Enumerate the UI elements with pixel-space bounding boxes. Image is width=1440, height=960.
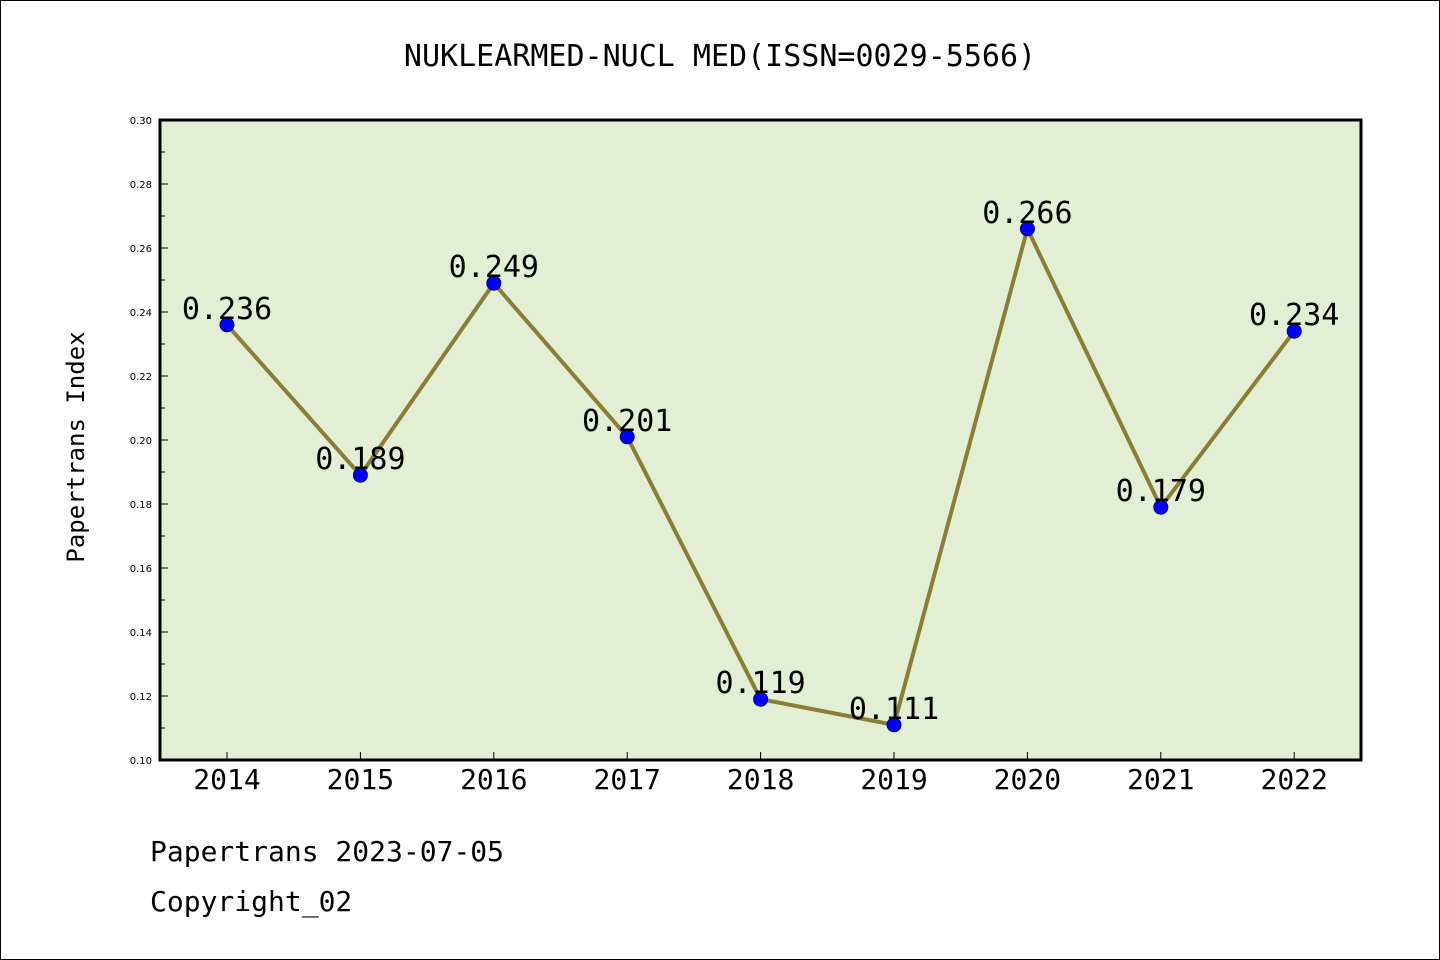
data-point-marker bbox=[619, 429, 635, 445]
series-layer bbox=[219, 221, 1302, 733]
y-tick-label: 0.12 bbox=[130, 692, 152, 703]
y-tick-label: 0.14 bbox=[130, 628, 152, 639]
data-label: 0.119 bbox=[715, 666, 805, 701]
data-label: 0.111 bbox=[849, 692, 939, 727]
y-axis-label: Papertrans Index bbox=[62, 331, 90, 562]
y-tick-label: 0.10 bbox=[130, 756, 152, 767]
plot-area bbox=[160, 120, 1361, 760]
x-tick-label: 2022 bbox=[1260, 763, 1327, 796]
y-axis-ticks: 0.10 0.12 0.14 0.16 0.18 0.20 0.22 0.24 0.26 0.28… bbox=[130, 116, 168, 767]
data-point-marker bbox=[1286, 323, 1302, 339]
x-tick-label: 2018 bbox=[727, 763, 794, 796]
data-point-marker bbox=[1153, 499, 1169, 515]
data-label: 0.189 bbox=[315, 442, 405, 477]
x-tick-label: 2021 bbox=[1127, 763, 1194, 796]
data-point-marker bbox=[753, 691, 769, 707]
data-label: 0.234 bbox=[1249, 298, 1339, 333]
x-tick-label: 2017 bbox=[593, 763, 660, 796]
x-tick-label: 2020 bbox=[994, 763, 1061, 796]
y-tick-label: 0.18 bbox=[130, 500, 152, 511]
y-tick-label: 0.30 bbox=[130, 116, 152, 127]
data-label: 0.201 bbox=[582, 404, 672, 439]
x-tick-label: 2019 bbox=[860, 763, 927, 796]
y-tick-label: 0.16 bbox=[130, 564, 152, 575]
data-point-marker bbox=[886, 717, 902, 733]
data-point-marker bbox=[219, 317, 235, 333]
footer-copyright: Copyright_02 bbox=[150, 885, 353, 918]
plot-border bbox=[158, 118, 1363, 762]
y-tick-label: 0.20 bbox=[130, 436, 152, 447]
data-label: 0.179 bbox=[1116, 474, 1206, 509]
data-label: 0.249 bbox=[449, 250, 539, 285]
footer-date-line: Papertrans 2023-07-05 bbox=[150, 835, 505, 868]
data-label: 0.266 bbox=[982, 196, 1072, 231]
y-tick-label: 0.26 bbox=[130, 244, 152, 255]
x-tick-label: 2016 bbox=[460, 763, 527, 796]
x-tick-label: 2015 bbox=[327, 763, 394, 796]
data-point-marker bbox=[352, 467, 368, 483]
data-label: 0.236 bbox=[182, 292, 272, 327]
data-point-marker bbox=[1019, 221, 1035, 237]
x-axis-ticks: 2014 2015 2016 2017 2018 2019 2020 2021 2022 bbox=[193, 752, 1328, 796]
x-tick-label: 2014 bbox=[193, 763, 260, 796]
y-tick-label: 0.22 bbox=[130, 372, 152, 383]
y-tick-label: 0.28 bbox=[130, 180, 152, 191]
y-tick-label: 0.24 bbox=[130, 308, 152, 319]
data-labels-layer: 0.236 0.189 0.249 0.201 0.119 0.111 0.266 0.179… bbox=[182, 196, 1340, 727]
data-point-marker bbox=[486, 275, 502, 291]
chart-title: NUKLEARMED-NUCL MED(ISSN=0029-5566) bbox=[404, 39, 1036, 74]
